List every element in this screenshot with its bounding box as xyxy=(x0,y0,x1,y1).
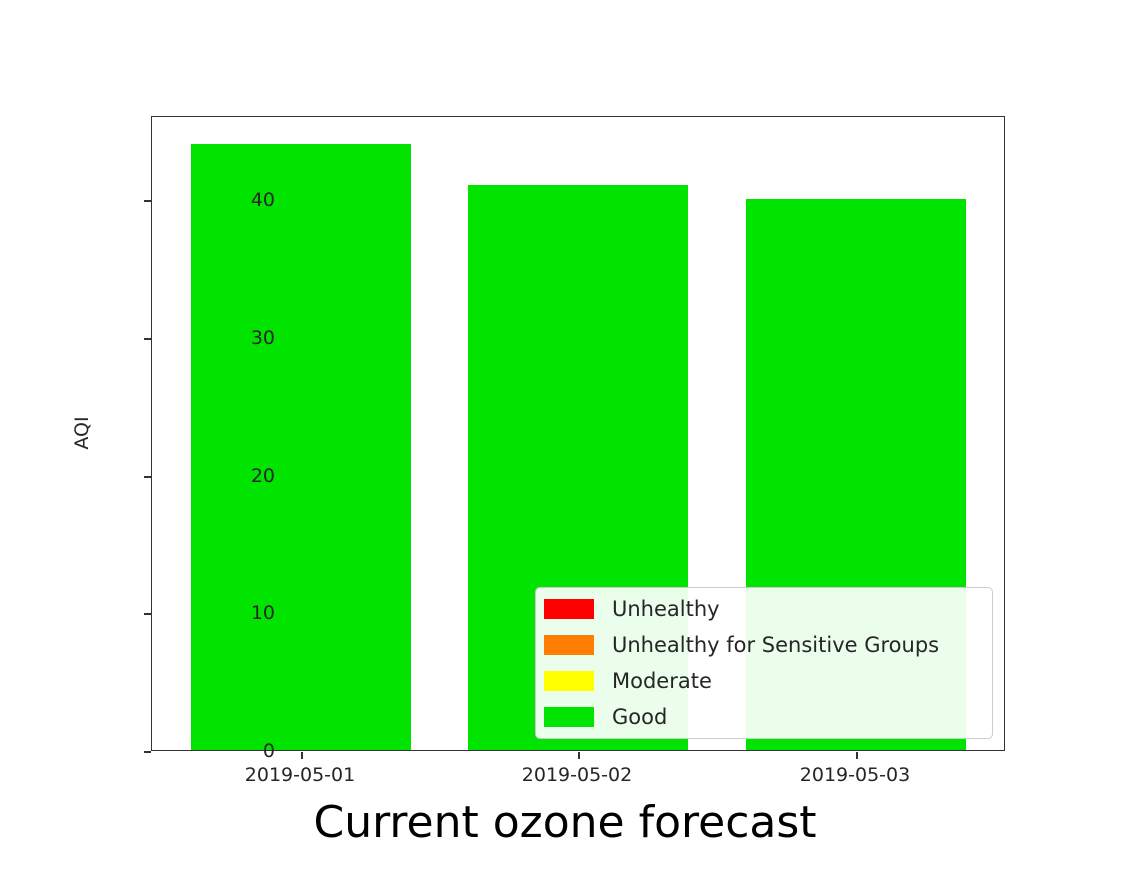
legend: Unhealthy Unhealthy for Sensitive Groups… xyxy=(535,587,993,739)
legend-label: Moderate xyxy=(612,669,712,693)
legend-item-good: Good xyxy=(544,705,668,729)
legend-swatch xyxy=(544,635,594,655)
legend-item-usg: Unhealthy for Sensitive Groups xyxy=(544,633,940,657)
legend-swatch xyxy=(544,707,594,727)
y-tick xyxy=(144,751,151,753)
legend-swatch xyxy=(544,599,594,619)
y-tick-label: 40 xyxy=(250,189,275,211)
chart-title: Current ozone forecast xyxy=(313,797,817,848)
y-tick-label: 0 xyxy=(262,740,275,762)
legend-item-unhealthy: Unhealthy xyxy=(544,597,720,621)
legend-label: Unhealthy xyxy=(612,597,720,621)
legend-label: Good xyxy=(612,705,668,729)
x-tick-label: 2019-05-02 xyxy=(521,764,633,786)
x-tick xyxy=(578,752,580,759)
x-tick-label: 2019-05-01 xyxy=(244,764,356,786)
legend-item-moderate: Moderate xyxy=(544,669,712,693)
y-tick-label: 30 xyxy=(250,327,275,349)
y-tick xyxy=(144,338,151,340)
legend-label: Unhealthy for Sensitive Groups xyxy=(612,633,940,657)
legend-swatch xyxy=(544,671,594,691)
x-tick xyxy=(856,752,858,759)
y-tick xyxy=(144,476,151,478)
y-tick-label: 10 xyxy=(250,602,275,624)
y-axis-label: AQI xyxy=(71,416,93,450)
y-tick xyxy=(144,200,151,202)
y-tick xyxy=(144,613,151,615)
y-tick-label: 20 xyxy=(250,465,275,487)
bar-2019-05-01 xyxy=(191,144,411,750)
x-tick-label: 2019-05-03 xyxy=(799,764,911,786)
x-tick xyxy=(301,752,303,759)
